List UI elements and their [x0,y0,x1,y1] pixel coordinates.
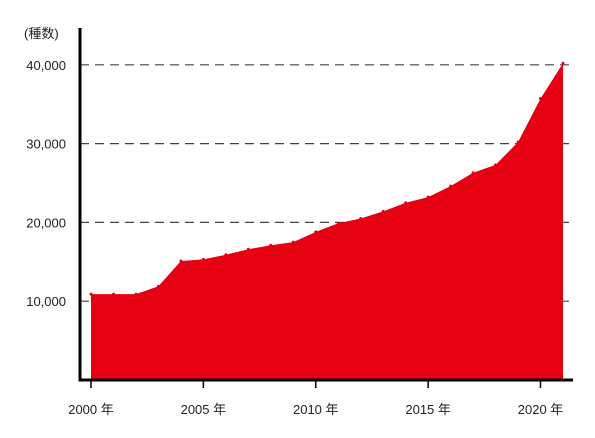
y-unit-label: (種数) [24,26,59,41]
data-point-2020 [539,97,543,101]
data-point-2005 [201,257,205,261]
data-point-2007 [246,247,250,251]
data-point-2011 [336,221,340,225]
data-point-2006 [224,253,228,257]
data-point-2012 [359,216,363,220]
data-point-2004 [179,259,183,263]
data-point-2018 [494,163,498,167]
data-point-2002 [134,292,138,296]
y-tick-label-2: 30,000 [26,137,66,152]
x-tick-label-0: 2000 年 [68,402,114,417]
axes [78,28,573,388]
x-tick-label-3: 2015 年 [405,402,451,417]
data-point-2014 [404,201,408,205]
x-tick-label-2: 2010 年 [293,402,339,417]
data-point-2001 [111,292,115,296]
area-fill [91,63,563,380]
data-point-2013 [381,209,385,213]
data-point-2009 [291,240,295,244]
x-tick-label-4: 2020 年 [518,402,564,417]
data-point-2008 [269,243,273,247]
y-tick-label-3: 40,000 [26,58,66,73]
data-point-2021 [561,61,565,65]
data-point-2019 [516,140,520,144]
data-point-2016 [449,184,453,188]
x-tick-label-1: 2005 年 [181,402,227,417]
data-point-2015 [426,195,430,199]
area-series [89,61,565,380]
data-point-2003 [156,284,160,288]
y-tick-label-1: 20,000 [26,215,66,230]
tick-labels: 10,000 20,000 30,000 40,000 2000 年 2005 年 2010… [26,58,563,417]
data-point-2000 [89,292,93,296]
data-point-2010 [314,230,318,234]
data-point-2017 [471,171,475,175]
y-tick-label-0: 10,000 [26,294,66,309]
